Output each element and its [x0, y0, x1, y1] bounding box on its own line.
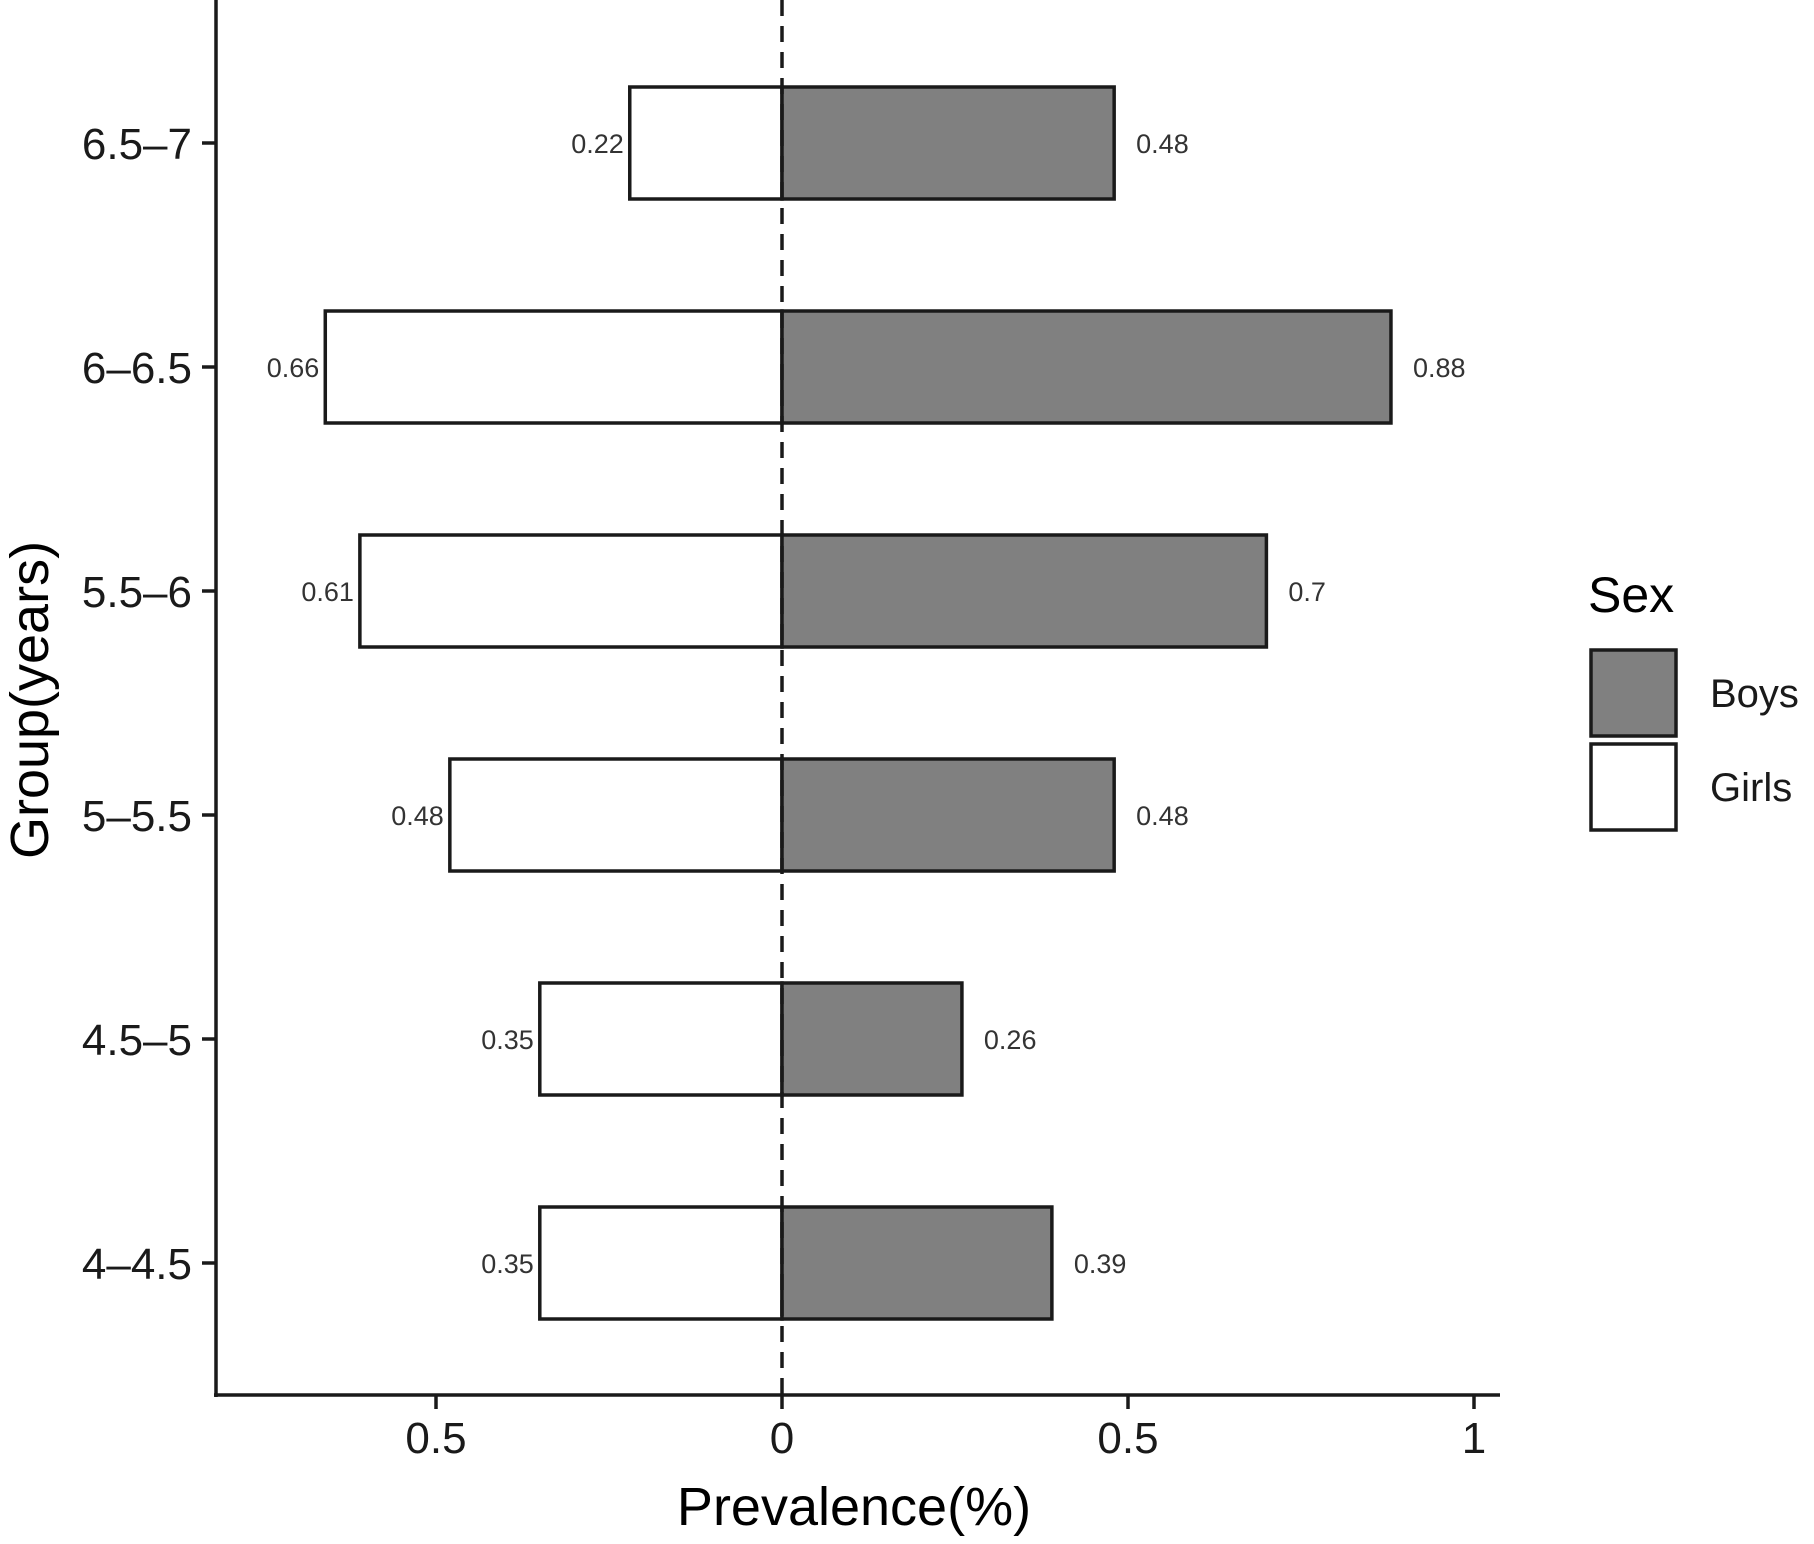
legend-label-boys: Boys	[1710, 672, 1799, 716]
bar-boys-2	[780, 757, 1116, 873]
y-tick-label-0: 4–4.5	[82, 1240, 192, 1289]
legend-title: Sex	[1588, 567, 1674, 623]
bar-girls-4	[323, 309, 784, 425]
x-axis-title: Prevalence(%)	[677, 1477, 1031, 1537]
data-label-girls-3: 0.61	[301, 577, 354, 607]
data-label-girls-4: 0.66	[267, 353, 320, 383]
data-label-boys-1: 0.26	[984, 1025, 1037, 1055]
bar-girls-1	[538, 981, 784, 1097]
y-tick-label-5: 6.5–7	[82, 120, 192, 169]
legend-items: Boys Girls	[1589, 648, 1799, 832]
bar-girls-3	[358, 533, 784, 649]
bar-boys-4	[780, 309, 1393, 425]
y-tick-label-4: 6–6.5	[82, 344, 192, 393]
bars-layer	[323, 85, 1393, 1321]
y-axis-ticks: 4–4.5 4.5–5 5–5.5 5.5–6 6–6.5 6.5–7	[82, 120, 216, 1289]
legend-key-boys	[1589, 648, 1678, 738]
bar-boys-3	[780, 533, 1269, 649]
y-tick-label-3: 5.5–6	[82, 568, 192, 617]
x-axis-ticks: 0.5 0 0.5 1	[405, 1395, 1486, 1463]
bar-boys-0	[780, 1205, 1054, 1321]
bar-girls-5	[628, 85, 784, 201]
y-tick-label-2: 5–5.5	[82, 792, 192, 841]
data-label-girls-5: 0.22	[571, 129, 624, 159]
data-label-boys-5: 0.48	[1136, 129, 1189, 159]
data-label-boys-3: 0.7	[1288, 577, 1326, 607]
legend-key-girls	[1589, 742, 1678, 832]
legend: Sex Boys Girls	[1588, 567, 1799, 832]
x-tick-label-3: 1	[1462, 1414, 1486, 1463]
legend-label-girls: Girls	[1710, 766, 1792, 810]
y-axis-title: Group(years)	[0, 541, 60, 859]
bar-boys-5	[780, 85, 1116, 201]
bar-girls-2	[448, 757, 784, 873]
x-tick-label-1: 0	[770, 1414, 794, 1463]
data-label-boys-0: 0.39	[1074, 1249, 1127, 1279]
data-label-girls-0: 0.35	[481, 1249, 534, 1279]
x-tick-label-0: 0.5	[405, 1414, 466, 1463]
bar-boys-1	[780, 981, 964, 1097]
data-label-girls-1: 0.35	[481, 1025, 534, 1055]
bar-girls-0	[538, 1205, 784, 1321]
data-label-boys-2: 0.48	[1136, 801, 1189, 831]
y-tick-label-1: 4.5–5	[82, 1016, 192, 1065]
x-tick-label-2: 0.5	[1097, 1414, 1158, 1463]
data-label-girls-2: 0.48	[391, 801, 444, 831]
data-label-boys-4: 0.88	[1413, 353, 1466, 383]
data-labels-layer: 0.35 0.39 0.35 0.26 0.48 0.48 0.61 0.7 0.66 0.88 0…	[267, 129, 1466, 1279]
